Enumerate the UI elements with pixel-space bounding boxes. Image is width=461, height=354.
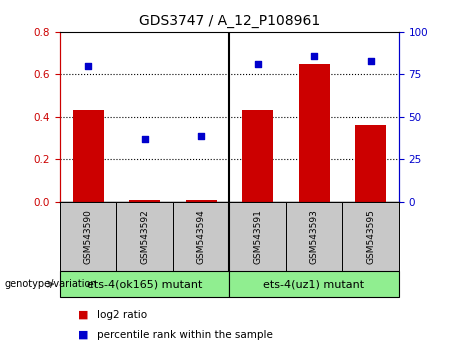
Text: GSM543590: GSM543590	[83, 209, 93, 264]
Bar	[129, 200, 160, 202]
Title: GDS3747 / A_12_P108961: GDS3747 / A_12_P108961	[139, 14, 320, 28]
Text: ■: ■	[78, 330, 89, 339]
Text: ets-4(uz1) mutant: ets-4(uz1) mutant	[264, 279, 365, 289]
Point	[310, 53, 318, 58]
Bar	[60, 202, 116, 271]
Bar	[60, 271, 229, 297]
Text: ■: ■	[78, 310, 89, 320]
Bar	[229, 271, 399, 297]
Bar	[242, 110, 273, 202]
Point	[254, 61, 261, 67]
Text: GSM543593: GSM543593	[309, 209, 319, 264]
Bar	[342, 202, 399, 271]
Bar	[116, 202, 173, 271]
Bar	[299, 64, 330, 202]
Text: GSM543592: GSM543592	[140, 209, 149, 264]
Bar	[229, 202, 286, 271]
Text: log2 ratio: log2 ratio	[97, 310, 147, 320]
Bar	[186, 200, 217, 202]
Point	[197, 133, 205, 138]
Bar	[173, 202, 229, 271]
Text: genotype/variation: genotype/variation	[5, 279, 97, 289]
Text: GSM543595: GSM543595	[366, 209, 375, 264]
Point	[141, 136, 148, 142]
Text: ets-4(ok165) mutant: ets-4(ok165) mutant	[87, 279, 202, 289]
Text: GSM543591: GSM543591	[253, 209, 262, 264]
Text: percentile rank within the sample: percentile rank within the sample	[97, 330, 273, 339]
Point	[367, 58, 374, 64]
Point	[84, 63, 92, 69]
Bar	[286, 202, 342, 271]
Bar	[355, 125, 386, 202]
Bar	[73, 110, 104, 202]
Text: GSM543594: GSM543594	[196, 209, 206, 264]
